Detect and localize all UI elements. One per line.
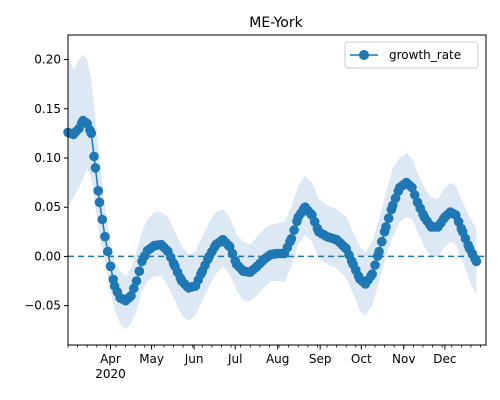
data-point bbox=[367, 269, 378, 279]
x-tick-label: May bbox=[139, 352, 164, 366]
x-tick-label: Nov bbox=[392, 352, 415, 366]
y-tick-label: 0.15 bbox=[34, 102, 61, 116]
x-tick-label: Aug bbox=[266, 352, 289, 366]
data-point bbox=[381, 222, 391, 232]
data-point bbox=[102, 246, 113, 257]
legend-marker-swatch bbox=[359, 50, 369, 60]
data-point bbox=[97, 214, 108, 225]
x-tick-label: Oct bbox=[351, 352, 372, 366]
y-tick-label: −0.05 bbox=[24, 299, 61, 313]
data-point bbox=[90, 163, 101, 173]
x-tick-label: Sep bbox=[309, 352, 332, 366]
data-point bbox=[374, 246, 384, 257]
data-point bbox=[377, 236, 387, 247]
plot-frame bbox=[67, 34, 487, 346]
y-tick-label: 0.00 bbox=[34, 249, 61, 263]
x-tick-label: Apr bbox=[100, 352, 121, 366]
data-point bbox=[86, 128, 97, 139]
data-point bbox=[94, 197, 105, 208]
data-point bbox=[134, 266, 145, 277]
data-point bbox=[105, 261, 116, 272]
data-point bbox=[131, 276, 142, 286]
legend: growth_rate bbox=[344, 41, 479, 69]
data-point bbox=[93, 186, 103, 196]
x-tick-label: Dec bbox=[433, 352, 456, 366]
data-point bbox=[129, 283, 139, 294]
data-point bbox=[407, 182, 417, 193]
data-point bbox=[286, 233, 297, 244]
y-axis-ticks: −0.05 0.00 0.05 0.10 0.15 0.20 bbox=[24, 53, 68, 313]
data-point bbox=[126, 291, 136, 301]
data-point bbox=[471, 256, 482, 267]
data-point-layer bbox=[63, 115, 482, 306]
legend-label: growth_rate bbox=[389, 48, 461, 62]
data-point bbox=[409, 190, 420, 200]
y-tick-label: 0.10 bbox=[34, 151, 61, 165]
data-point bbox=[370, 260, 380, 270]
x-tick-label: Jul bbox=[227, 352, 242, 366]
x-tick-label: Jun bbox=[184, 352, 204, 366]
chart-title: ME-York bbox=[249, 15, 303, 31]
y-tick-label: 0.20 bbox=[34, 53, 61, 67]
x-tick-year-label: 2020 bbox=[95, 367, 126, 381]
y-tick-label: 0.05 bbox=[34, 200, 61, 214]
data-point bbox=[89, 151, 99, 162]
data-point bbox=[289, 225, 299, 235]
data-point bbox=[383, 213, 394, 223]
legend-box bbox=[344, 41, 479, 69]
data-point bbox=[100, 231, 110, 242]
